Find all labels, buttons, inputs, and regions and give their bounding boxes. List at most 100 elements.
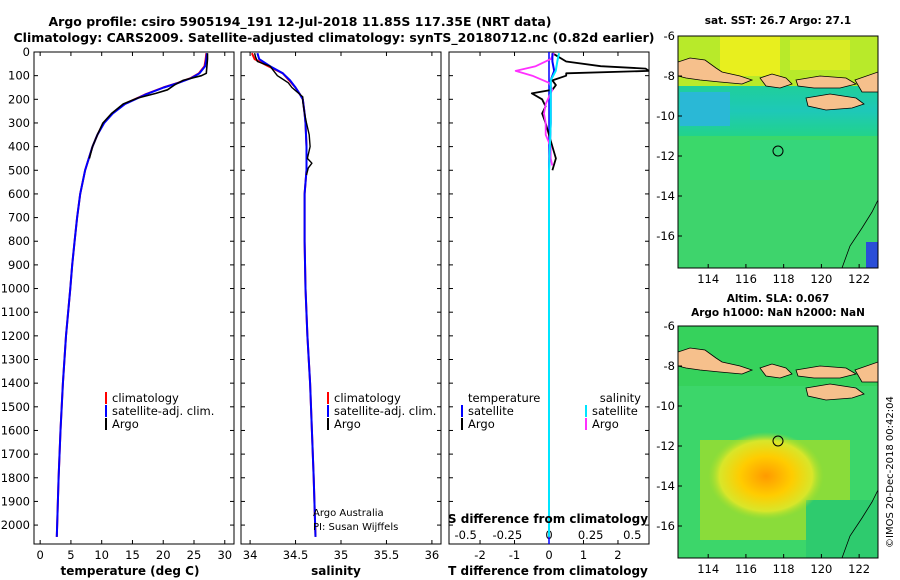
sst-map-frame bbox=[677, 35, 879, 269]
temperature-xlabel: temperature (deg C) bbox=[61, 564, 200, 578]
difference-series bbox=[514, 52, 649, 544]
depth-tick-label: 1100 bbox=[1, 305, 30, 319]
legend-t-satellite: satellite bbox=[468, 404, 514, 418]
flores-coast bbox=[854, 71, 878, 93]
difference-xlabel-salinity: S difference from climatology bbox=[448, 512, 648, 526]
x-tick-label: -2 bbox=[474, 548, 485, 562]
map-y-tick-label: -8 bbox=[664, 69, 675, 83]
map-y-tick-label: -12 bbox=[656, 149, 675, 163]
legend-satellite: satellite-adj. clim. bbox=[112, 404, 214, 418]
depth-tick-label: 200 bbox=[8, 92, 30, 106]
salinity-legend: climatology satellite-adj. clim. Argo bbox=[327, 391, 436, 431]
x-tick-label: 5 bbox=[67, 548, 74, 562]
sla-map bbox=[678, 326, 878, 558]
watermark: ©IMOS 20-Dec-2018 00:42:04 bbox=[885, 396, 896, 548]
depth-tick-label: 500 bbox=[8, 163, 30, 177]
x2-tick-label: 0.5 bbox=[623, 528, 641, 542]
x-tick-label: 2 bbox=[614, 548, 621, 562]
depth-tick-label: 1700 bbox=[1, 447, 30, 461]
credit-line-1: Argo Australia bbox=[313, 508, 384, 519]
map-x-tick-label: 118 bbox=[773, 272, 795, 286]
x2-tick-label: -0.5 bbox=[454, 528, 476, 542]
map-y-tick-label: -10 bbox=[656, 399, 675, 413]
legend-argo: Argo bbox=[112, 417, 139, 431]
sumbawa-coast bbox=[795, 75, 858, 89]
lombok-coast bbox=[759, 73, 793, 89]
depth-tick-label: 1400 bbox=[1, 376, 30, 390]
x-tick-label: -1 bbox=[509, 548, 520, 562]
difference-xlabel: T difference from climatology bbox=[448, 564, 648, 578]
sla-map-axes: 114 116 118 120 122 -6 -8 -10 -12 -14 -16 bbox=[656, 319, 870, 576]
map-y-tick-label: -14 bbox=[656, 479, 675, 493]
x-tick-label: 34.5 bbox=[283, 548, 309, 562]
depth-tick-label: 1600 bbox=[1, 423, 30, 437]
sla-map-frame bbox=[677, 325, 879, 559]
x-tick-label: 35 bbox=[334, 548, 349, 562]
depth-tick-label: 400 bbox=[8, 140, 30, 154]
title-line-1: Argo profile: csiro 5905194_191 12-Jul-2… bbox=[48, 14, 551, 30]
x-tick-label: 20 bbox=[156, 548, 171, 562]
x2-tick-label: 0.25 bbox=[578, 528, 604, 542]
depth-tick-label: 1900 bbox=[1, 494, 30, 508]
credit-line-2: PI: Susan Wijffels bbox=[313, 522, 398, 533]
map-x-tick-label: 116 bbox=[735, 272, 757, 286]
x2-tick-label: -0.25 bbox=[492, 528, 522, 542]
temperature-x-axis: 0 5 10 15 20 25 30 bbox=[36, 52, 232, 562]
legend-climatology: climatology bbox=[112, 391, 179, 405]
salinity-panel-frame bbox=[240, 51, 442, 545]
depth-tick-label: 800 bbox=[8, 234, 30, 248]
sst-map-axes: 114 116 118 120 122 -6 -8 -10 -12 -14 -16 bbox=[656, 29, 870, 286]
depth-tick-label: 100 bbox=[8, 69, 30, 83]
sst-map bbox=[678, 36, 878, 268]
sla-map-title-2: Argo h1000: NaN h2000: NaN bbox=[691, 307, 865, 319]
map-y-tick-label: -16 bbox=[656, 229, 675, 243]
legend-s-argo: Argo bbox=[592, 417, 619, 431]
depth-tick-label: 1200 bbox=[1, 329, 30, 343]
map-y-tick-label: -6 bbox=[664, 29, 675, 43]
legend-s-satellite: satellite bbox=[592, 404, 638, 418]
map-y-tick-label: -16 bbox=[656, 519, 675, 533]
depth-tick-label: 900 bbox=[8, 258, 30, 272]
map-y-tick-label: -10 bbox=[656, 109, 675, 123]
map-y-tick-label: -12 bbox=[656, 439, 675, 453]
legend-t-argo: Argo bbox=[468, 417, 495, 431]
java-coast bbox=[678, 57, 754, 85]
map-y-tick-label: -6 bbox=[664, 319, 675, 333]
title-line-2: Climatology: CARS2009. Satellite-adjuste… bbox=[13, 30, 654, 46]
sumba-coast bbox=[805, 93, 865, 111]
map-x-tick-label: 120 bbox=[810, 272, 832, 286]
x-tick-label: 35.5 bbox=[374, 548, 400, 562]
salinity-x-axis: 34 34.5 35 35.5 36 bbox=[243, 52, 439, 562]
argo-float-marker bbox=[772, 435, 784, 447]
x-tick-label: 0 bbox=[545, 548, 552, 562]
map-y-tick-label: -14 bbox=[656, 189, 675, 203]
salinity-xlabel: salinity bbox=[311, 564, 361, 578]
legend-satellite: satellite-adj. clim. bbox=[334, 404, 436, 418]
temperature-panel-frame bbox=[33, 51, 235, 545]
depth-tick-label: 1500 bbox=[1, 400, 30, 414]
series-line-argo bbox=[253, 53, 313, 176]
sst-map-title: sat. SST: 26.7 Argo: 27.1 bbox=[705, 15, 851, 27]
salinity-series bbox=[250, 52, 317, 537]
x-tick-label: 34 bbox=[243, 548, 258, 562]
map-x-tick-label: 114 bbox=[697, 272, 719, 286]
difference-legend: temperature satellite Argo salinity sate… bbox=[461, 391, 641, 431]
map-x-tick-label: 116 bbox=[735, 562, 757, 576]
x-tick-label: 1 bbox=[580, 548, 587, 562]
legend-argo: Argo bbox=[334, 417, 361, 431]
series-line-s-satellite bbox=[548, 52, 560, 537]
depth-axis: 0 100 200 300 400 500 600 700 800 900 1000 1100 1200… bbox=[1, 45, 649, 532]
depth-tick-label: 700 bbox=[8, 211, 30, 225]
depth-tick-label: 2000 bbox=[1, 518, 30, 532]
x-tick-label: 0 bbox=[36, 548, 43, 562]
legend-climatology: climatology bbox=[334, 391, 401, 405]
x-tick-label: 30 bbox=[217, 548, 232, 562]
x-tick-label: 25 bbox=[187, 548, 202, 562]
depth-tick-label: 1000 bbox=[1, 282, 30, 296]
map-x-tick-label: 120 bbox=[810, 562, 832, 576]
map-x-tick-label: 122 bbox=[848, 272, 870, 286]
depth-tick-label: 600 bbox=[8, 187, 30, 201]
temperature-series bbox=[55, 53, 209, 537]
